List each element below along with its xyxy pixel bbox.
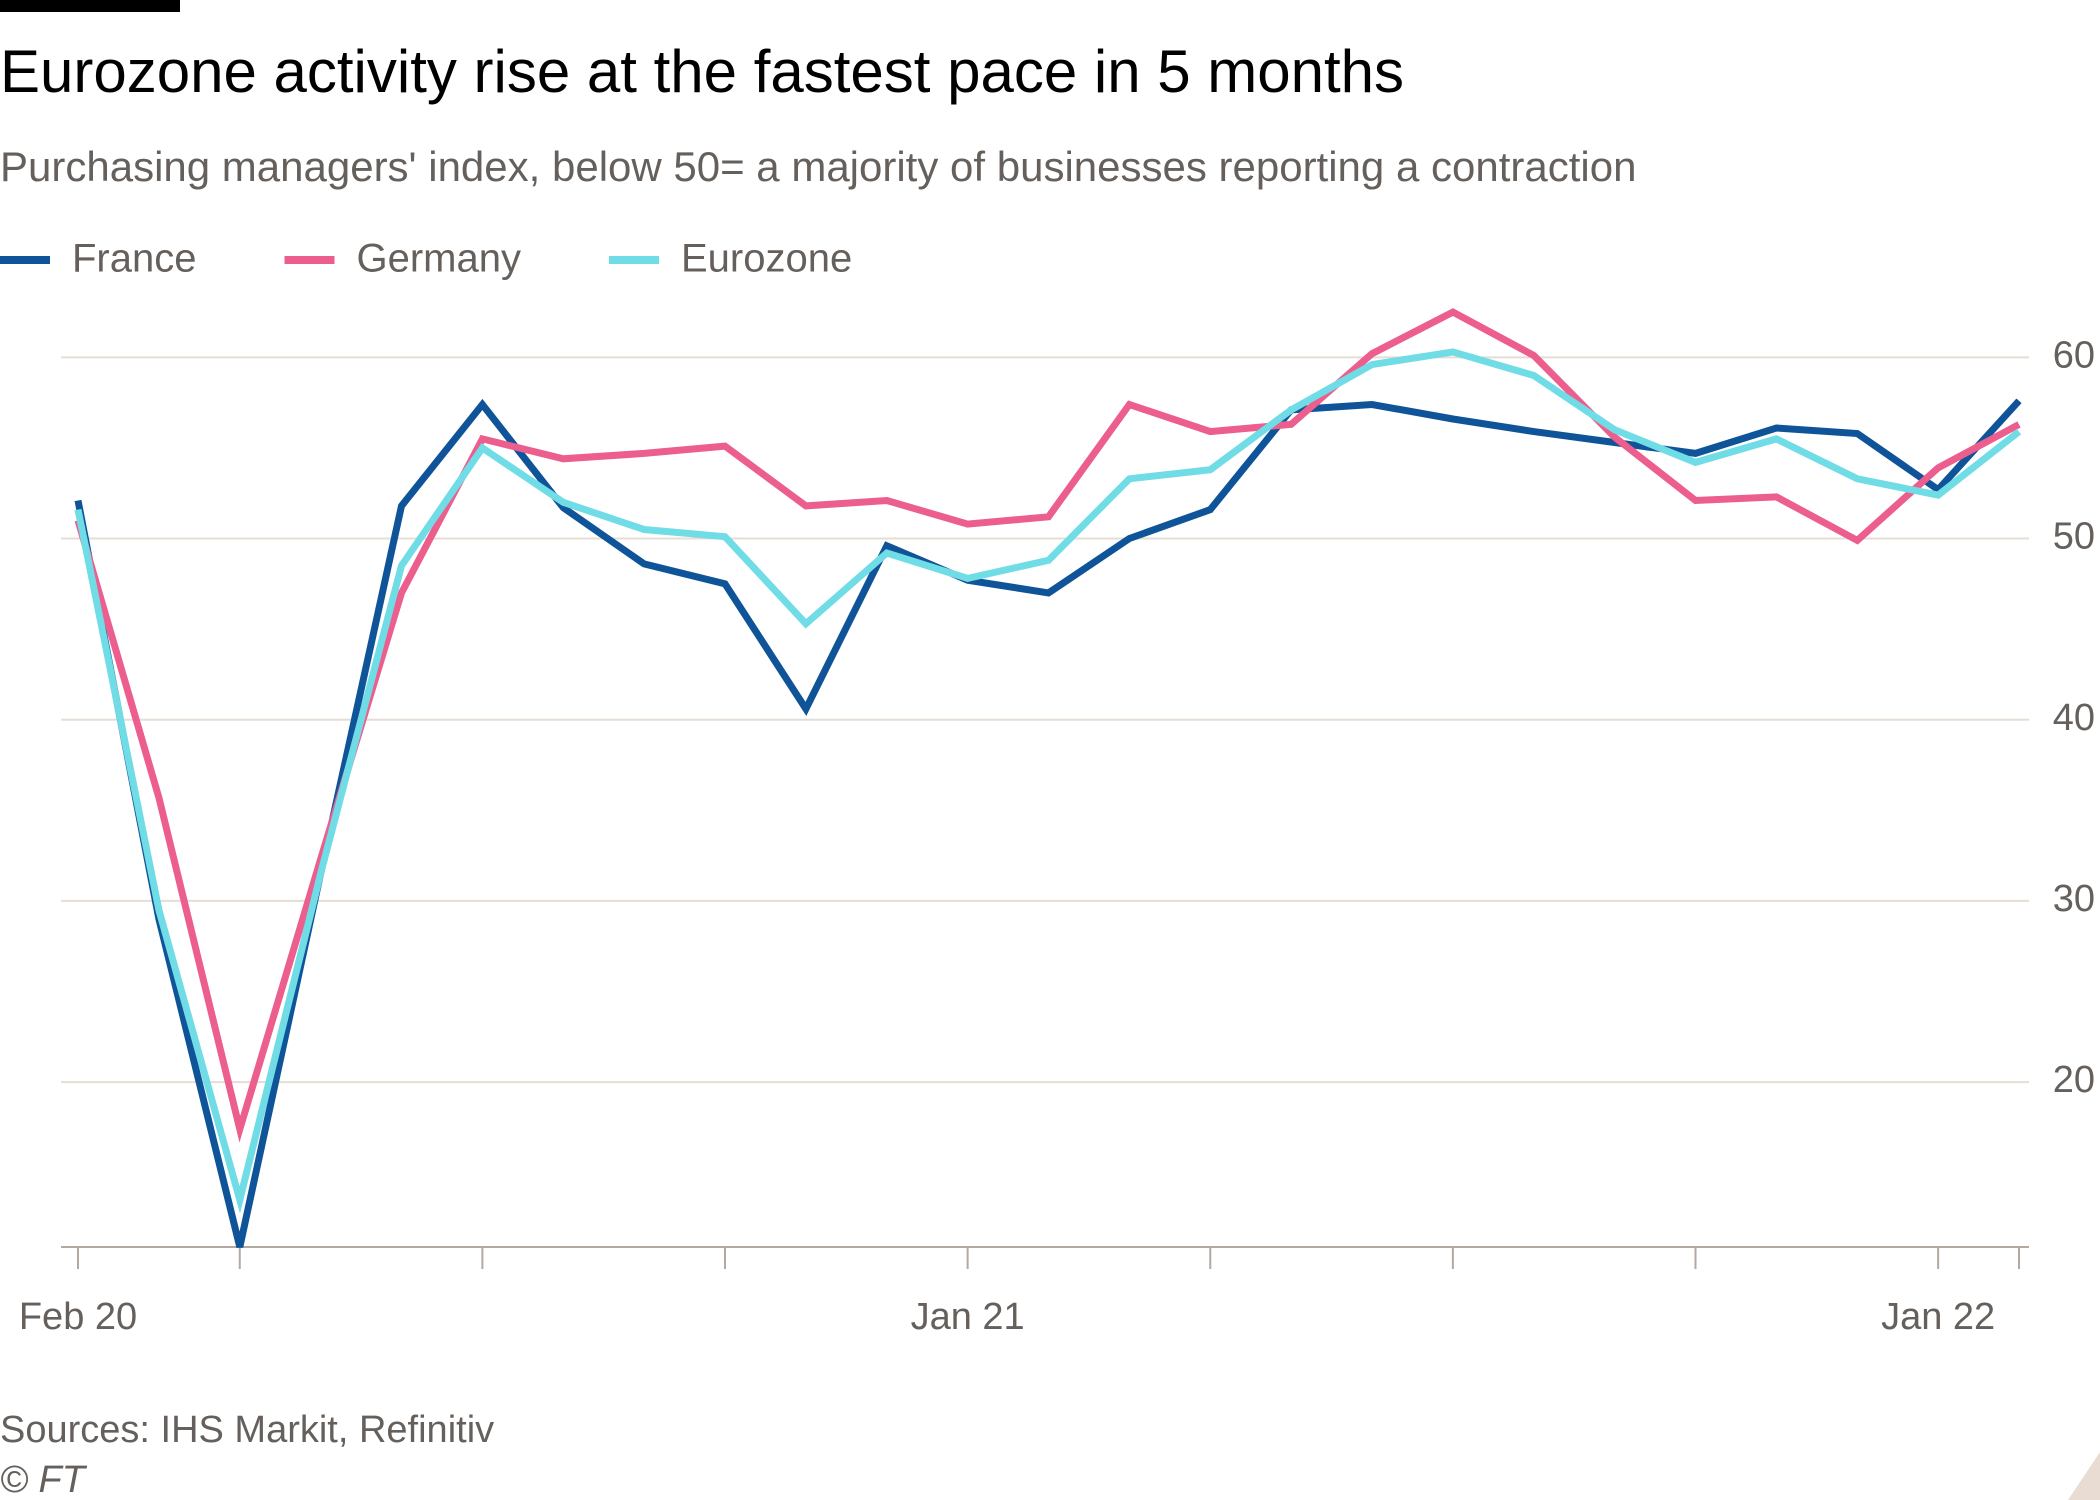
y-tick-label: 50	[2053, 516, 2095, 558]
legend-label: France	[72, 237, 197, 281]
legend-label: Germany	[357, 237, 522, 281]
y-tick-label: 20	[2053, 1059, 2095, 1101]
series-line	[74, 398, 2022, 1248]
source: Sources: IHS Markit, Refinitiv	[0, 1409, 494, 1451]
y-tick-label: 30	[2053, 878, 2095, 920]
series-line	[74, 348, 2022, 1214]
credit: © FT	[0, 1459, 88, 1500]
x-tick-label: Jan 22	[1881, 1296, 1995, 1338]
y-tick-label: 40	[2053, 697, 2095, 739]
top-bar	[0, 0, 180, 12]
legend-label: Eurozone	[681, 237, 852, 281]
x-tick-label: Feb 20	[19, 1296, 137, 1338]
x-tick-label: Jan 21	[911, 1296, 1025, 1338]
chart-subtitle: Purchasing managers' index, below 50= a …	[0, 143, 1636, 190]
y-tick-label: 60	[2053, 334, 2095, 376]
corner-mark	[2068, 1452, 2100, 1500]
chart-title: Eurozone activity rise at the fastest pa…	[0, 38, 1404, 105]
series-line	[74, 308, 2021, 1143]
